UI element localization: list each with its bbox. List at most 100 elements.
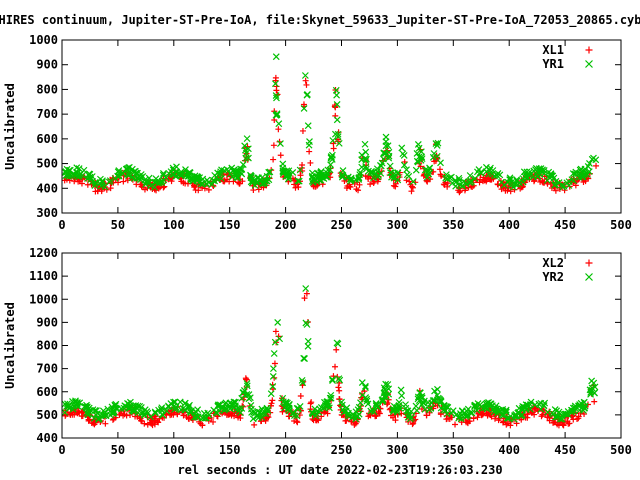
data-point xyxy=(455,174,463,182)
data-point xyxy=(125,170,133,178)
data-point xyxy=(364,400,372,408)
data-point xyxy=(335,139,343,147)
data-point xyxy=(370,179,377,186)
data-point xyxy=(270,365,277,373)
data-point xyxy=(382,138,390,145)
data-point xyxy=(294,177,302,185)
data-point xyxy=(437,159,444,167)
data-point xyxy=(333,101,341,108)
data-point xyxy=(189,177,197,185)
data-point xyxy=(249,415,257,423)
data-point xyxy=(186,408,194,415)
data-point xyxy=(84,175,91,182)
data-point xyxy=(585,168,593,176)
data-point xyxy=(553,407,561,415)
data-point xyxy=(332,363,339,370)
data-point xyxy=(522,172,530,179)
data-point xyxy=(226,170,234,178)
data-point xyxy=(130,405,138,413)
data-point xyxy=(270,142,277,149)
data-point xyxy=(338,401,346,409)
data-point xyxy=(131,167,139,175)
data-point xyxy=(474,414,481,421)
data-point xyxy=(396,404,404,412)
data-point xyxy=(111,402,119,410)
data-point xyxy=(191,184,198,191)
data-point xyxy=(316,173,324,181)
x-tick-label: 0 xyxy=(58,443,65,457)
plot-frame xyxy=(61,39,622,214)
data-point xyxy=(362,148,370,156)
data-point xyxy=(442,171,450,179)
data-point xyxy=(272,328,279,335)
y-axis-label: Uncalibrated xyxy=(3,83,17,170)
data-point xyxy=(273,94,280,102)
data-point xyxy=(95,415,103,422)
data-point xyxy=(331,130,339,138)
data-point xyxy=(299,127,306,134)
data-point xyxy=(280,168,288,176)
data-point xyxy=(468,409,476,417)
data-point xyxy=(243,376,250,383)
data-point xyxy=(92,419,99,426)
data-point xyxy=(185,402,193,410)
data-point xyxy=(587,390,594,398)
data-point xyxy=(223,165,231,173)
data-point xyxy=(282,400,290,408)
data-point xyxy=(187,409,195,417)
data-point xyxy=(62,411,69,418)
data-point xyxy=(498,178,505,186)
data-point xyxy=(464,420,471,427)
data-point xyxy=(373,165,381,173)
data-point xyxy=(551,181,559,188)
x-tick-label: 250 xyxy=(331,443,353,457)
data-point xyxy=(559,410,567,418)
data-point xyxy=(384,142,392,150)
data-point xyxy=(173,163,180,171)
data-point xyxy=(99,407,107,415)
data-point xyxy=(304,342,312,350)
x-tick-label: 200 xyxy=(275,218,297,232)
data-point xyxy=(395,398,403,406)
data-point xyxy=(592,156,600,164)
data-point xyxy=(464,412,471,420)
series-yr1 xyxy=(62,53,600,191)
data-point xyxy=(272,111,280,119)
data-point xyxy=(495,417,502,424)
data-point xyxy=(219,404,227,412)
data-point xyxy=(251,421,258,428)
data-point xyxy=(328,375,336,383)
data-point xyxy=(317,167,325,175)
data-point xyxy=(361,140,369,148)
data-point xyxy=(272,74,279,81)
data-point xyxy=(123,412,130,419)
data-point xyxy=(294,419,301,426)
data-point xyxy=(404,413,412,421)
data-point xyxy=(263,177,271,185)
data-point xyxy=(377,162,385,170)
data-point xyxy=(255,186,262,193)
data-point xyxy=(275,120,283,128)
data-point xyxy=(307,159,314,166)
data-point xyxy=(530,178,537,185)
data-point xyxy=(511,412,519,419)
data-point xyxy=(581,411,588,418)
data-point xyxy=(434,385,441,393)
data-point xyxy=(258,174,266,181)
y-tick-label: 700 xyxy=(36,362,58,376)
data-point xyxy=(499,407,507,415)
data-point xyxy=(551,413,559,421)
data-point xyxy=(143,408,151,416)
data-point xyxy=(102,412,109,419)
data-point xyxy=(171,405,178,413)
x-tick-label: 100 xyxy=(163,443,185,457)
data-point xyxy=(139,173,147,180)
data-point xyxy=(402,401,409,409)
data-point xyxy=(394,169,402,177)
x-tick-label: 400 xyxy=(498,443,520,457)
legend-label-yr1: YR1 xyxy=(542,57,564,71)
data-point xyxy=(433,391,441,399)
data-point xyxy=(345,412,353,420)
data-point xyxy=(355,187,362,194)
data-point xyxy=(281,404,288,412)
